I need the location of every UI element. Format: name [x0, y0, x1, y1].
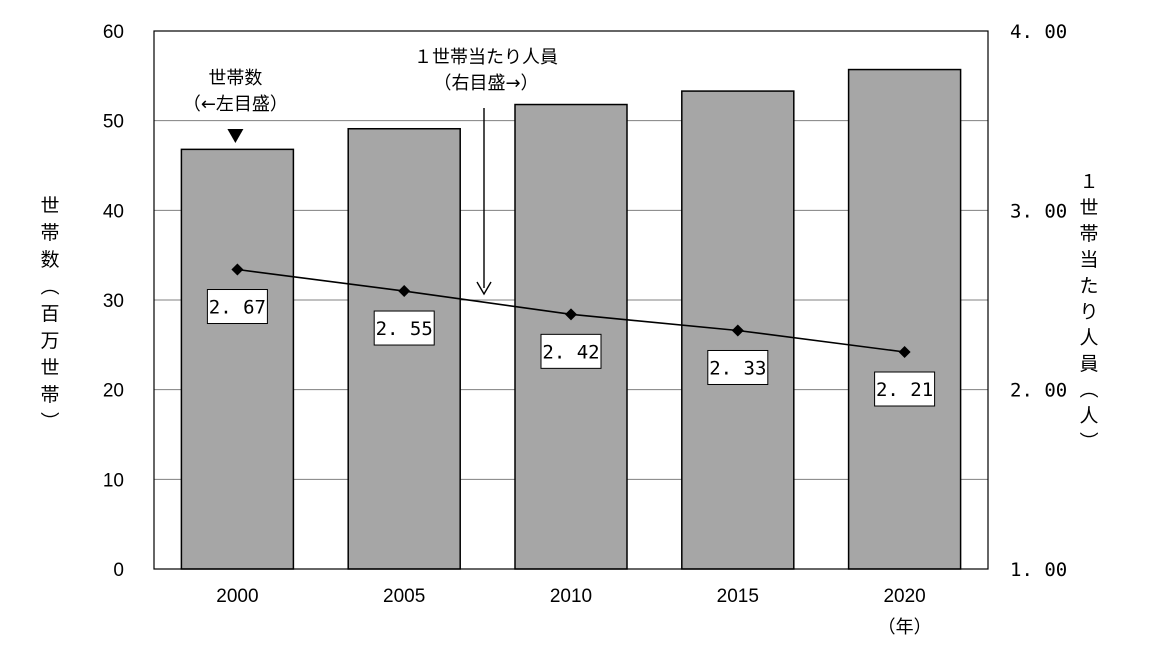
right-tick-label: 3. 00 — [1010, 200, 1067, 222]
data-label-box — [373, 310, 435, 346]
x-tick-label: 2020 — [883, 586, 925, 607]
axis-title-char: 帯 — [1079, 223, 1098, 245]
x-axis-ticks: 2000 2005 2010 2015 2020 （年） — [216, 586, 931, 638]
right-axis-ticks: 1. 00 2. 00 3. 00 4. 00 — [1010, 21, 1067, 581]
axis-title-char: 当 — [1079, 249, 1098, 271]
axis-title-char: た — [1079, 275, 1098, 297]
right-tick-label: 4. 00 — [1010, 21, 1067, 43]
axis-title-char: （ — [1077, 379, 1099, 398]
x-unit-label: （年） — [878, 617, 932, 638]
left-tick-label: 0 — [113, 560, 124, 581]
plot-area-frame — [153, 30, 989, 570]
line-point — [565, 308, 577, 321]
left-tick-label: 60 — [103, 22, 124, 43]
right-tick-label: 1. 00 — [1010, 559, 1067, 581]
axis-title-char: 数 — [40, 249, 59, 271]
axis-title-char: （ — [38, 276, 60, 295]
data-label-box — [707, 349, 769, 385]
axis-title-char: 万 — [40, 330, 59, 352]
data-label: 2. 21 — [876, 379, 933, 401]
left-tick-label: 50 — [103, 112, 124, 133]
axis-title-char: 百 — [40, 303, 59, 325]
data-label: 2. 42 — [542, 341, 599, 363]
left-tick-label: 10 — [103, 470, 124, 491]
bar — [347, 127, 461, 570]
line-point — [231, 263, 244, 276]
bar — [847, 68, 962, 570]
data-label-box — [874, 371, 936, 407]
annotation-text: （←左目盛） — [183, 94, 288, 115]
axis-title-char: 帯 — [40, 222, 59, 244]
annotation-arrow-head — [476, 281, 492, 296]
bar-series — [180, 68, 962, 570]
axis-title-char: １ — [1079, 171, 1098, 193]
annotation-text: 世帯数 — [208, 68, 262, 89]
data-label-box — [206, 289, 268, 325]
data-label: 2. 67 — [209, 297, 266, 319]
data-label-box — [540, 333, 602, 369]
x-tick-label: 2010 — [550, 586, 592, 607]
line-series — [231, 263, 911, 359]
axis-title-char: 員 — [1079, 353, 1098, 375]
y2-axis-title: １世帯当たり人員（人） — [1077, 171, 1099, 451]
bar — [180, 148, 295, 570]
annotation-arrow — [227, 129, 244, 143]
x-tick-label: 2000 — [216, 586, 258, 607]
left-tick-label: 20 — [103, 381, 124, 402]
axis-title-char: 世 — [1079, 197, 1098, 219]
axis-title-char: ） — [1077, 431, 1099, 450]
annotation-text: １世帯当たり人員 — [414, 47, 558, 68]
axis-title-char: ） — [38, 411, 60, 430]
axis-title-char: り — [1079, 301, 1098, 323]
data-label: 2. 33 — [709, 357, 766, 379]
axis-title-char: 人 — [1079, 327, 1098, 349]
data-label: 2. 55 — [376, 318, 433, 340]
left-tick-label: 40 — [103, 201, 124, 222]
axis-title-char: 人 — [1079, 405, 1098, 427]
annotations: 世帯数 （←左目盛） １世帯当たり人員 （右目盛→） — [183, 47, 558, 296]
axis-title-char: 帯 — [40, 384, 59, 406]
axis-title-char: 世 — [40, 357, 59, 379]
x-tick-label: 2015 — [717, 586, 759, 607]
data-labels: 2. 67 2. 55 2. 42 2. 33 2. 21 — [206, 289, 936, 407]
line-point — [898, 346, 911, 359]
x-tick-label: 2005 — [383, 586, 425, 607]
left-axis-ticks: 0 10 20 30 40 50 60 — [103, 22, 124, 581]
right-tick-label: 2. 00 — [1010, 380, 1067, 402]
line-point — [731, 324, 744, 337]
annotation-text: （右目盛→） — [433, 73, 538, 94]
line-point — [398, 285, 411, 298]
left-tick-label: 30 — [103, 291, 124, 312]
axis-title-char: 世 — [40, 195, 59, 217]
